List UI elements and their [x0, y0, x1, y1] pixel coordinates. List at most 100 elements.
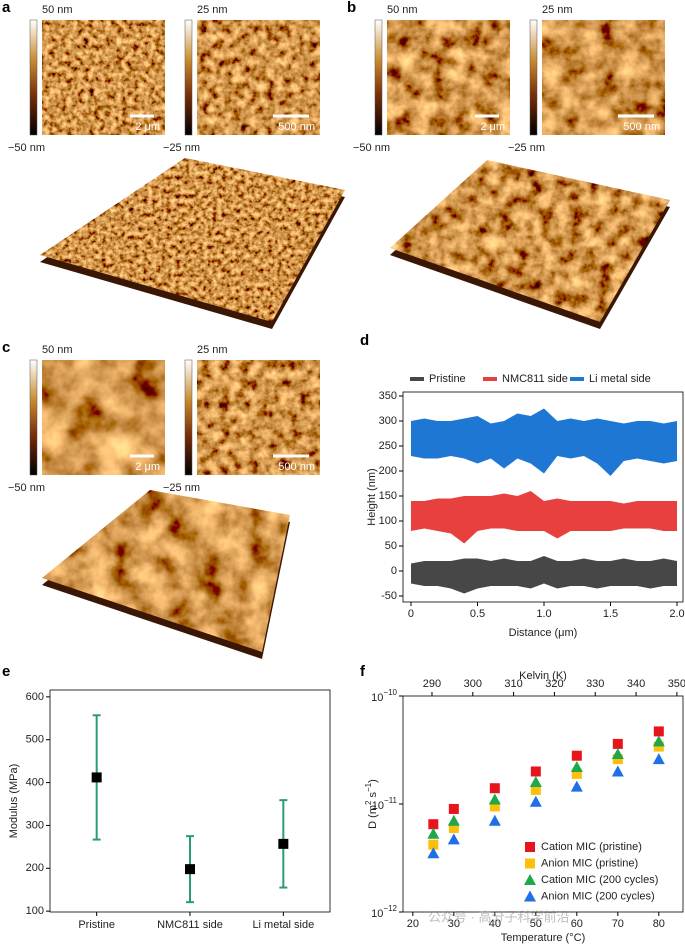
x-axis-label: Distance (μm) — [509, 627, 578, 639]
marker — [612, 754, 623, 765]
marker — [653, 726, 664, 737]
y-tick-base: 10 — [371, 908, 383, 920]
axes-frame — [402, 391, 684, 603]
colorbar-max: 25 nm — [197, 344, 228, 356]
x2-tick-label: 320 — [545, 678, 563, 690]
y-tick-label: 0 — [391, 565, 397, 577]
colorbar — [29, 359, 38, 476]
x-tick-label: NMC811 side — [157, 919, 223, 931]
colorbar-max: 25 nm — [197, 4, 228, 16]
x-tick-label: 30 — [448, 918, 460, 930]
marker — [185, 864, 195, 875]
afm-image — [42, 20, 165, 135]
y-tick-label: 100 — [379, 515, 397, 527]
marker — [428, 839, 439, 850]
colorbar-min: −25 nm — [163, 482, 200, 494]
y-tick-label: 150 — [379, 490, 397, 502]
x2-axis-label: Kelvin (K) — [519, 670, 567, 682]
afm-image — [197, 20, 320, 135]
panel-label: c — [2, 339, 10, 356]
legend-marker — [525, 858, 535, 869]
afm-image — [197, 360, 320, 475]
marker — [611, 765, 624, 777]
x-tick-label: 1.0 — [536, 608, 551, 620]
colorbar-min: −50 nm — [353, 142, 390, 154]
y-tick-base: 10 — [371, 692, 383, 704]
colorbar-max: 50 nm — [387, 4, 418, 16]
x-tick-label: 40 — [489, 918, 501, 930]
scale-label: 500 nm — [623, 121, 660, 133]
scale-label: 2 μm — [135, 461, 160, 473]
marker — [488, 814, 501, 826]
y-label-superscript: −1 — [364, 782, 373, 792]
marker — [91, 772, 102, 783]
y-tick-exponent: −10 — [383, 688, 397, 697]
marker — [448, 822, 459, 833]
legend-swatch — [483, 377, 497, 381]
y-axis-label: D (m2 s−1) — [364, 779, 379, 829]
legend-marker — [524, 890, 536, 902]
x-tick-label: 50 — [530, 918, 542, 930]
watermark: 公众号 · 高分子科学前沿 — [428, 909, 570, 924]
y-tick-label: 500 — [26, 734, 44, 746]
colorbar-max: 50 nm — [42, 344, 73, 356]
x2-tick-label: 310 — [504, 678, 522, 690]
y-tick-label: 50 — [385, 540, 397, 552]
marker — [427, 827, 440, 839]
y-label-text: ) — [367, 779, 379, 783]
legend-label: Pristine — [429, 373, 466, 385]
x-tick-label: Pristine — [78, 919, 115, 931]
marker — [427, 847, 440, 859]
marker — [529, 775, 542, 787]
y-tick-label: 10−11 — [372, 796, 398, 812]
marker — [488, 793, 501, 805]
colorbar-min: −25 nm — [508, 142, 545, 154]
x-tick-label: 0 — [408, 608, 414, 620]
y-tick-label: 10−10 — [371, 688, 397, 704]
marker — [571, 768, 582, 779]
colorbar — [184, 359, 193, 476]
y-tick-label: 300 — [26, 819, 44, 831]
y-tick-label: 10−12 — [371, 904, 397, 920]
afm-3d — [40, 158, 345, 322]
afm-3d — [42, 490, 290, 652]
height-band — [410, 491, 678, 544]
afm-image — [387, 20, 510, 135]
marker — [530, 784, 541, 795]
afm-image — [42, 360, 165, 475]
panel-label: f — [360, 663, 366, 680]
panel-label: d — [360, 332, 369, 349]
marker — [530, 766, 541, 777]
marker — [570, 780, 583, 792]
y-tick-label: 200 — [26, 862, 44, 874]
legend-label: NMC811 side — [502, 373, 568, 385]
y-axis-label: Height (nm) — [366, 468, 378, 525]
colorbar-min: −50 nm — [8, 482, 45, 494]
legend-label: Cation MIC (200 cycles) — [541, 874, 658, 886]
y-tick-label: 300 — [379, 415, 397, 427]
scale-label: 500 nm — [278, 461, 315, 473]
afm-3d-texture — [42, 490, 290, 652]
marker — [447, 833, 460, 845]
panel-label: e — [2, 663, 10, 680]
marker — [652, 753, 665, 765]
scale-label: 2 μm — [480, 121, 505, 133]
y-label-text: s — [367, 791, 379, 800]
scale-label: 500 nm — [278, 121, 315, 133]
y-tick-exponent: −12 — [383, 904, 397, 913]
colorbar-min: −50 nm — [8, 142, 45, 154]
marker — [611, 748, 624, 760]
x2-tick-label: 300 — [464, 678, 482, 690]
y-tick-base: 10 — [372, 800, 384, 812]
legend-swatch — [410, 377, 424, 381]
marker — [447, 814, 460, 826]
y-tick-label: 600 — [26, 691, 44, 703]
y-axis-label: Modulus (MPa) — [8, 764, 20, 839]
colorbar — [29, 19, 38, 136]
x2-tick-label: 340 — [627, 678, 645, 690]
legend-label: Li metal side — [589, 373, 651, 385]
marker — [428, 819, 439, 830]
y-tick-label: -50 — [381, 590, 397, 602]
panel-label: b — [347, 0, 356, 16]
x2-tick-label: 350 — [668, 678, 685, 690]
